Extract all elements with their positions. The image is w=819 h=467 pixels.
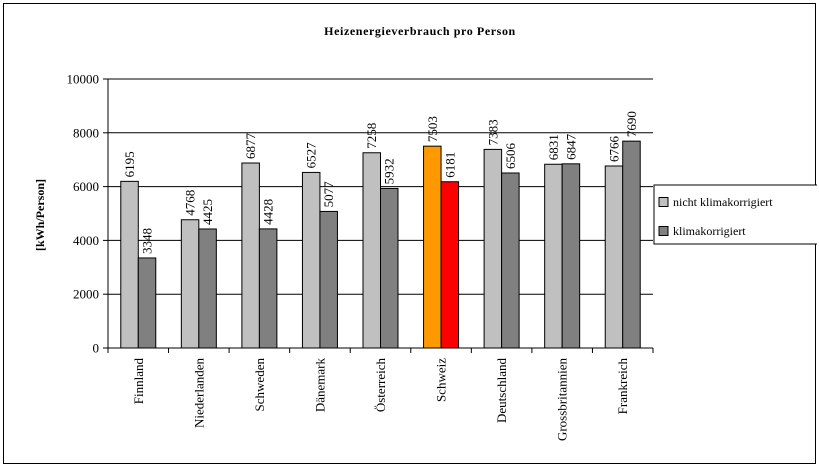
chart-svg: Heizenergieverbrauch pro Person 0 2000 400… (33, 24, 817, 442)
bar (180, 219, 200, 349)
y-tick-label: 6000 (73, 179, 99, 194)
bar (319, 210, 338, 349)
bar (440, 181, 460, 349)
bar (423, 145, 442, 349)
x-tick-label: Deutschland (494, 358, 509, 423)
data-label: 6831 (546, 134, 561, 160)
bar (301, 171, 321, 349)
y-tick-label: 4000 (73, 233, 99, 248)
x-tick-label: Österreich (373, 358, 388, 413)
x-tick-label: Dänemark (312, 358, 327, 413)
bar (198, 228, 217, 349)
y-tick-label: 2000 (73, 287, 99, 302)
data-label: 6877 (243, 133, 258, 160)
legend-label: nicht klimakorrigiert (673, 195, 773, 209)
x-tick-label: Finnland (131, 358, 146, 405)
data-label: 6506 (503, 142, 518, 168)
data-label: 5077 (321, 181, 336, 208)
bar (483, 148, 503, 349)
bar (241, 162, 260, 349)
chart-title: Heizenergieverbrauch pro Person (324, 24, 516, 38)
data-label: 6527 (304, 142, 319, 169)
x-tick-label: Grossbritannien (555, 358, 570, 442)
legend-box (653, 184, 817, 245)
data-label: 6181 (442, 152, 457, 178)
bar (120, 180, 139, 349)
data-label: 3348 (140, 228, 155, 254)
data-label: 6847 (563, 133, 578, 160)
legend-label: klimakorrigiert (673, 224, 746, 238)
data-label: 7503 (425, 116, 440, 142)
bar (258, 228, 278, 349)
x-tick-label: Schweiz (434, 358, 449, 402)
legend-swatch (658, 197, 669, 207)
x-tick-label: Schweden (252, 358, 267, 412)
y-axis-label: [kWh/Person] (33, 179, 47, 251)
bar (380, 187, 399, 349)
bar (501, 172, 520, 349)
data-label: 6195 (122, 151, 137, 177)
plot-area: 0 2000 4000 6000 8000 10000 6195 3348 Finnland 47… (67, 72, 654, 442)
x-tick-label: Niederlanden (191, 358, 206, 429)
y-tick-label: 10000 (67, 72, 100, 87)
bar (137, 257, 157, 349)
data-label: 4768 (183, 190, 198, 216)
data-label: 4425 (200, 199, 215, 225)
bar (362, 152, 381, 349)
y-tick-label: 0 (93, 341, 100, 356)
data-label: 7690 (624, 111, 639, 137)
legend-swatch (658, 226, 669, 236)
data-label: 7383 (485, 119, 500, 145)
bar (622, 140, 641, 349)
data-label: 4428 (261, 199, 276, 225)
bar (561, 163, 581, 349)
data-label: 5932 (382, 158, 397, 184)
data-label: 7258 (364, 123, 379, 149)
chart-frame: Heizenergieverbrauch pro Person 0 2000 400… (3, 3, 817, 464)
legend: nicht klimakorrigiert klimakorrigiert (658, 195, 773, 238)
bar (544, 163, 563, 349)
x-tick-label: Frankreich (615, 358, 630, 415)
data-label: 6766 (606, 135, 621, 162)
y-tick-label: 8000 (73, 125, 99, 140)
bar (604, 165, 624, 349)
